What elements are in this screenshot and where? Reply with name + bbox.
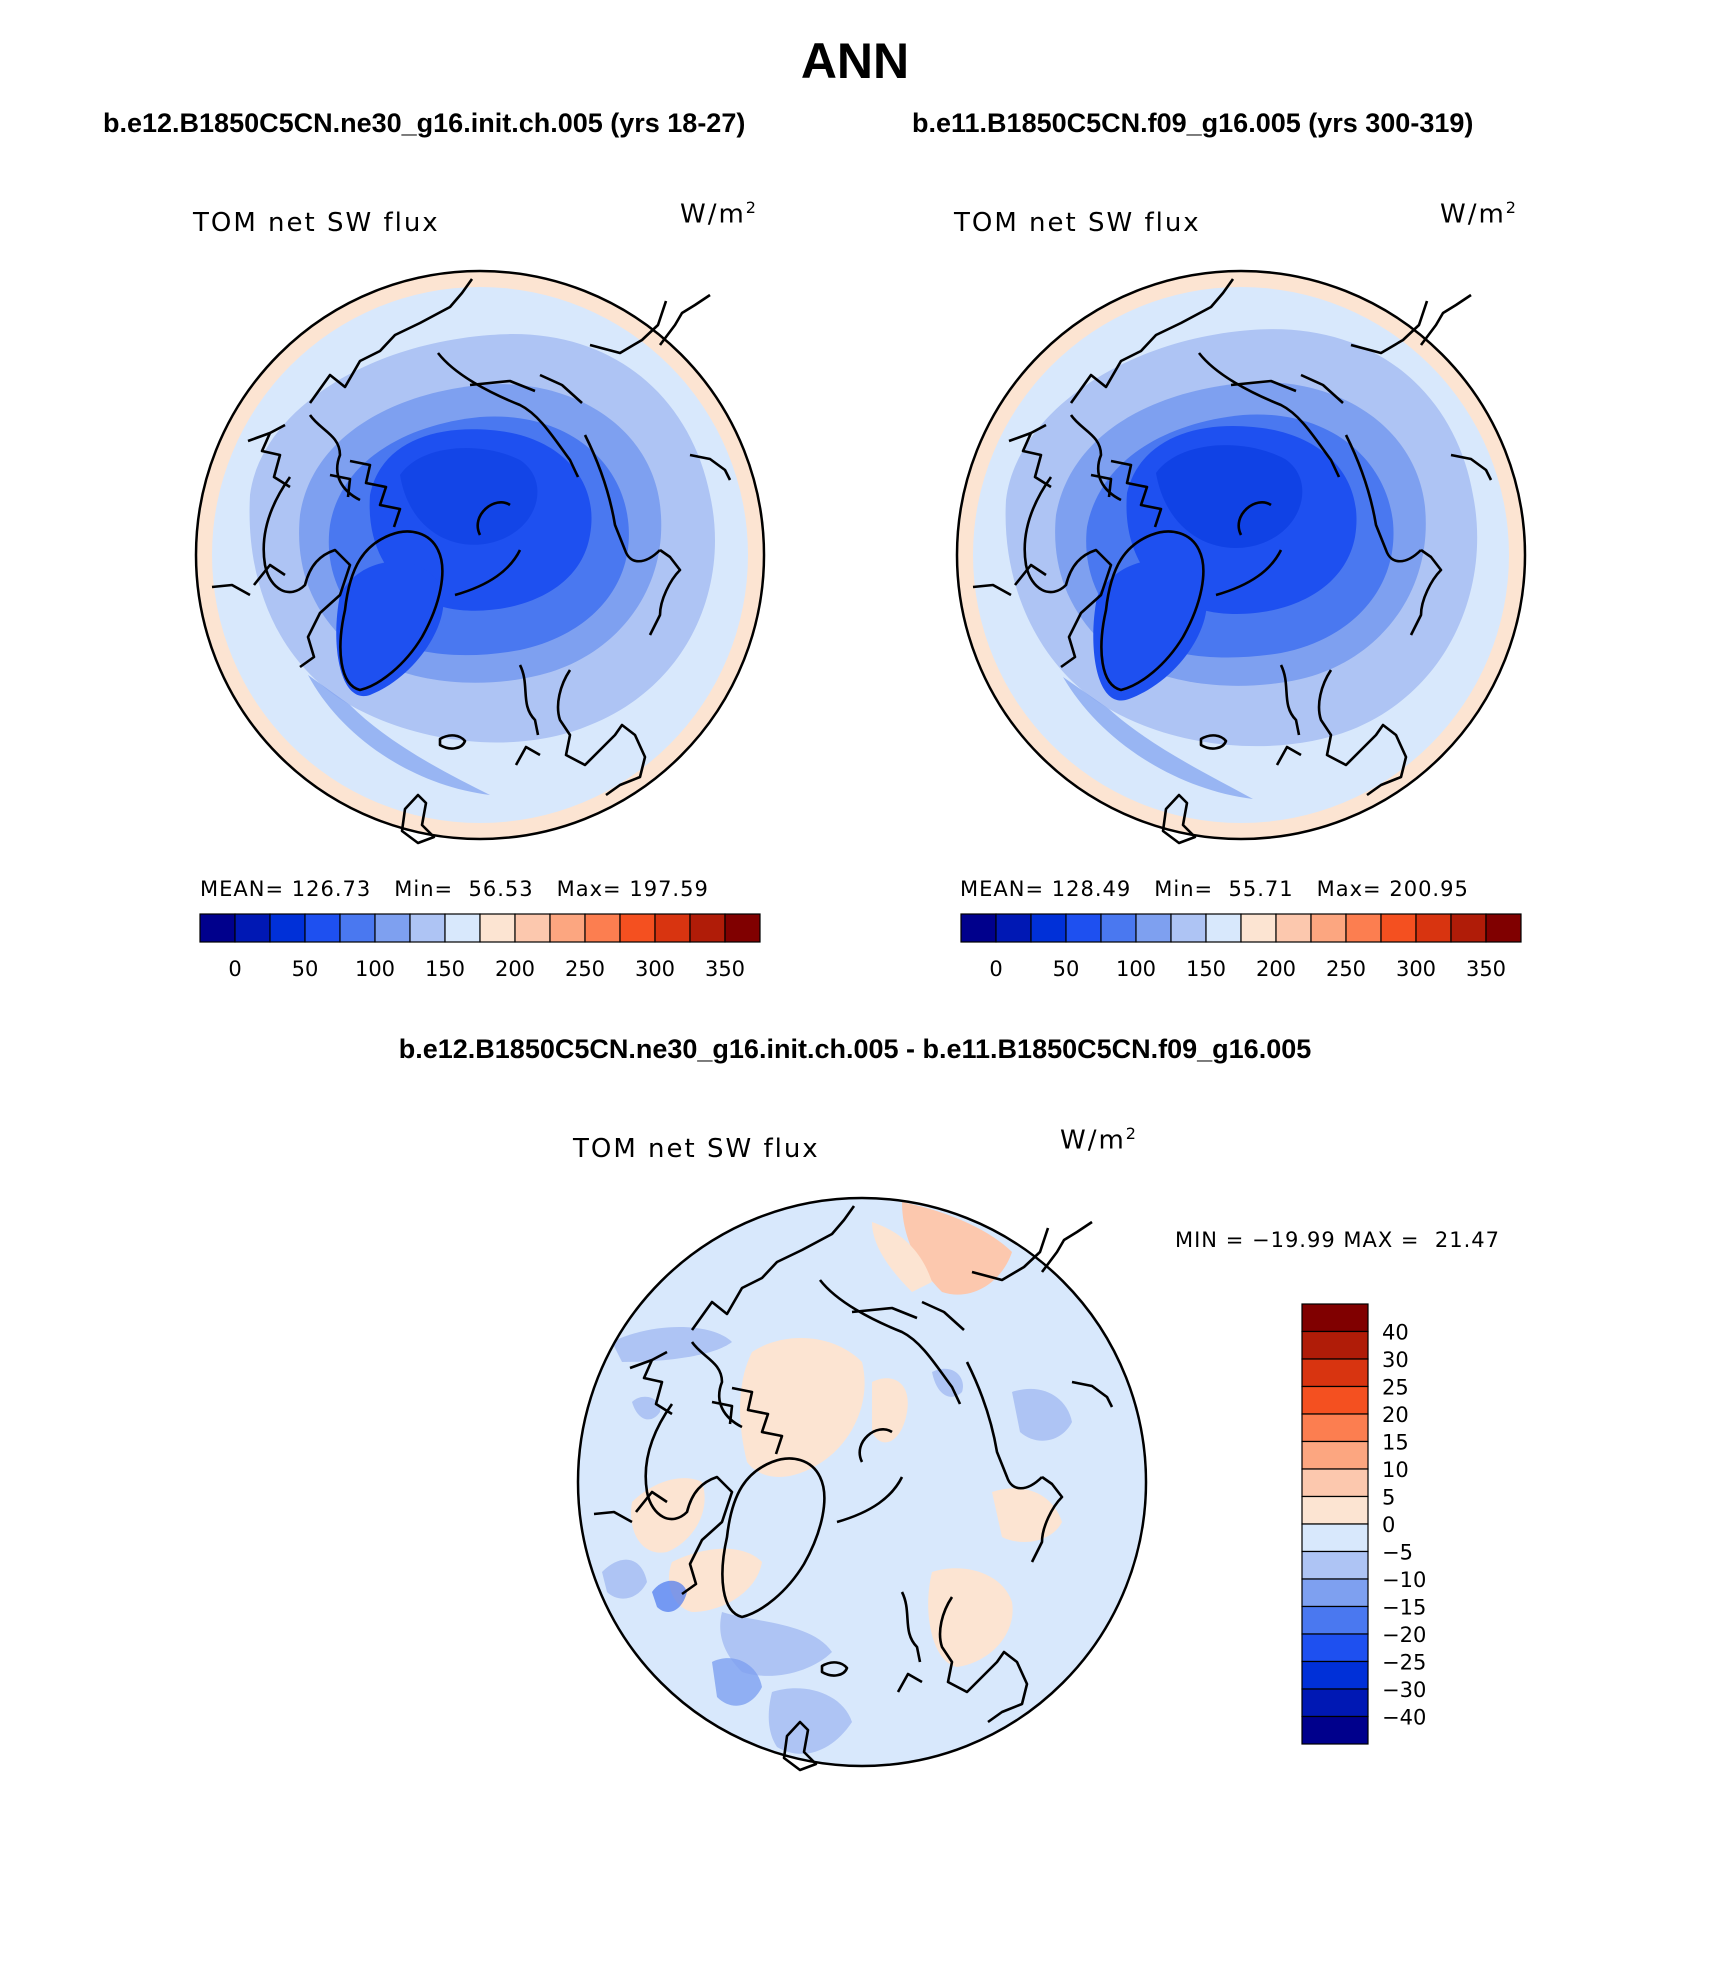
panel1-colorbar-swatch: [724, 913, 761, 943]
panel1-colorbar-swatch: [549, 913, 586, 943]
diff-colorbar-tick-label: 5: [1382, 1486, 1395, 1510]
panel3-polar-map: [576, 1196, 1148, 1772]
case2-title: b.e11.B1850C5CN.f09_g16.005 (yrs 300-319…: [912, 108, 1474, 138]
panel2-colorbar-tick-label: 150: [1186, 957, 1226, 981]
panel2-colorbar-swatch: [1415, 913, 1452, 943]
panel2-colorbar-tick-label: 50: [1053, 957, 1080, 981]
panel1-colorbar-tick-label: 50: [292, 957, 319, 981]
panel2-colorbar-swatch: [1310, 913, 1347, 943]
diff-colorbar-tick-label: 10: [1382, 1458, 1409, 1482]
panel1-colorbar-swatch: [199, 913, 236, 943]
panel2-colorbar-swatch: [995, 913, 1032, 943]
panel1-stats: MEAN= 126.73 Min= 56.53 Max= 197.59: [200, 877, 709, 901]
diff-colorbar-swatch: [1301, 1358, 1369, 1388]
panel2-colorbar-swatch: [1205, 913, 1242, 943]
panel1-variable-label: TOM net SW flux: [193, 208, 440, 238]
panel1-colorbar-swatch: [374, 913, 411, 943]
diff-colorbar-tick-label: 15: [1382, 1431, 1409, 1455]
panel2-colorbar: 0 50 100 150 200 250 300 350: [960, 913, 1522, 981]
panel2-colorbar-swatch: [1100, 913, 1137, 943]
diff-colorbar-swatch: [1301, 1523, 1369, 1553]
diff-colorbar-swatch: [1301, 1550, 1369, 1580]
diff-colorbar-tick-label: 30: [1382, 1348, 1409, 1372]
panel2-colorbar-swatch: [1170, 913, 1207, 943]
diff-colorbar-swatch: [1301, 1633, 1369, 1663]
diff-colorbar-tick-label: 40: [1382, 1321, 1409, 1345]
diff-colorbar-swatch: [1301, 1660, 1369, 1690]
diff-colorbar-tick-label: −15: [1382, 1596, 1426, 1620]
panel1-colorbar-swatch: [269, 913, 306, 943]
diff-colorbar-tick-label: 25: [1382, 1376, 1409, 1400]
diff-colorbar-swatch: [1301, 1385, 1369, 1415]
panel2-colorbar-swatch: [1030, 913, 1067, 943]
panel2-colorbar-swatch: [1485, 913, 1522, 943]
panel1-colorbar-swatch: [234, 913, 271, 943]
panel2-colorbar-swatch: [1065, 913, 1102, 943]
panel3-variable-label: TOM net SW flux: [573, 1134, 820, 1164]
main-title: ANN: [800, 33, 910, 89]
panel1-colorbar-tick-label: 150: [425, 957, 465, 981]
panel2-colorbar-swatch: [1380, 913, 1417, 943]
panel2-colorbar-swatch: [1240, 913, 1277, 943]
diff-colorbar-tick-label: −40: [1382, 1706, 1426, 1730]
diff-colorbar: 40 30 25 20 15 10 5 0 −5 −10 −15 −20 −25 −30 −40: [1301, 1303, 1426, 1745]
case1-title: b.e12.B1850C5CN.ne30_g16.init.ch.005 (yr…: [103, 108, 746, 138]
panel1-colorbar-swatch: [584, 913, 621, 943]
panel1-colorbar-tick-label: 0: [228, 957, 241, 981]
panel1-colorbar-swatch: [409, 913, 446, 943]
panel2-colorbar-swatch: [1135, 913, 1172, 943]
panel1-units: W/m2: [680, 198, 758, 230]
panel1-colorbar-tick-label: 200: [495, 957, 535, 981]
panel1-colorbar-swatch: [619, 913, 656, 943]
diff-colorbar-tick-label: 0: [1382, 1513, 1395, 1537]
panel2-colorbar-tick-label: 200: [1256, 957, 1296, 981]
diff-colorbar-tick-label: −10: [1382, 1568, 1426, 1592]
panel2-stats: MEAN= 128.49 Min= 55.71 Max= 200.95: [960, 877, 1469, 901]
panel2-variable-label: TOM net SW flux: [954, 208, 1201, 238]
diff-colorbar-tick-label: −5: [1382, 1541, 1413, 1565]
diff-colorbar-swatch: [1301, 1413, 1369, 1443]
panel2-colorbar-tick-label: 100: [1116, 957, 1156, 981]
panel1-colorbar-swatch: [514, 913, 551, 943]
diff-colorbar-swatch: [1301, 1495, 1369, 1525]
diff-colorbar-swatch: [1301, 1578, 1369, 1608]
panel1-colorbar-swatch: [304, 913, 341, 943]
panel2-colorbar-tick-label: 250: [1326, 957, 1366, 981]
diff-colorbar-swatch: [1301, 1303, 1369, 1333]
panel2-colorbar-tick-label: 0: [989, 957, 1002, 981]
diff-colorbar-tick-label: −20: [1382, 1623, 1426, 1647]
panel2-colorbar-swatch: [960, 913, 997, 943]
panel1-colorbar-tick-label: 100: [355, 957, 395, 981]
panel1-colorbar-swatch: [339, 913, 376, 943]
diff-stats: MIN = −19.99 MAX = 21.47: [1175, 1228, 1501, 1252]
panel1-colorbar-tick-label: 350: [705, 957, 745, 981]
panel2-colorbar-swatch: [1450, 913, 1487, 943]
panel2-colorbar-swatch: [1345, 913, 1382, 943]
panel3-units: W/m2: [1060, 1124, 1138, 1156]
panel1-colorbar: 0 50 100 150 200 250 300 350: [199, 913, 761, 981]
diff-colorbar-swatch: [1301, 1688, 1369, 1718]
diff-colorbar-tick-label: −25: [1382, 1651, 1426, 1675]
diff-colorbar-swatch: [1301, 1330, 1369, 1360]
diff-colorbar-swatch: [1301, 1605, 1369, 1635]
diff-colorbar-swatch: [1301, 1440, 1369, 1470]
panel2-polar-map: [955, 269, 1527, 845]
diff-colorbar-tick-label: 20: [1382, 1403, 1409, 1427]
panel2-colorbar-tick-label: 350: [1466, 957, 1506, 981]
panel2-units: W/m2: [1440, 198, 1518, 230]
panel1-colorbar-swatch: [654, 913, 691, 943]
panel1-colorbar-tick-label: 250: [565, 957, 605, 981]
panel1-polar-map: [194, 269, 766, 845]
panel1-colorbar-swatch: [479, 913, 516, 943]
diff-colorbar-swatch: [1301, 1715, 1369, 1745]
panel1-colorbar-tick-label: 300: [635, 957, 675, 981]
panel1-colorbar-swatch: [689, 913, 726, 943]
panel2-colorbar-swatch: [1275, 913, 1312, 943]
panel2-colorbar-tick-label: 300: [1396, 957, 1436, 981]
diff-colorbar-swatch: [1301, 1468, 1369, 1498]
diff-colorbar-tick-label: −30: [1382, 1678, 1426, 1702]
diff-title: b.e12.B1850C5CN.ne30_g16.init.ch.005 - b…: [398, 1034, 1312, 1064]
panel1-colorbar-swatch: [444, 913, 481, 943]
